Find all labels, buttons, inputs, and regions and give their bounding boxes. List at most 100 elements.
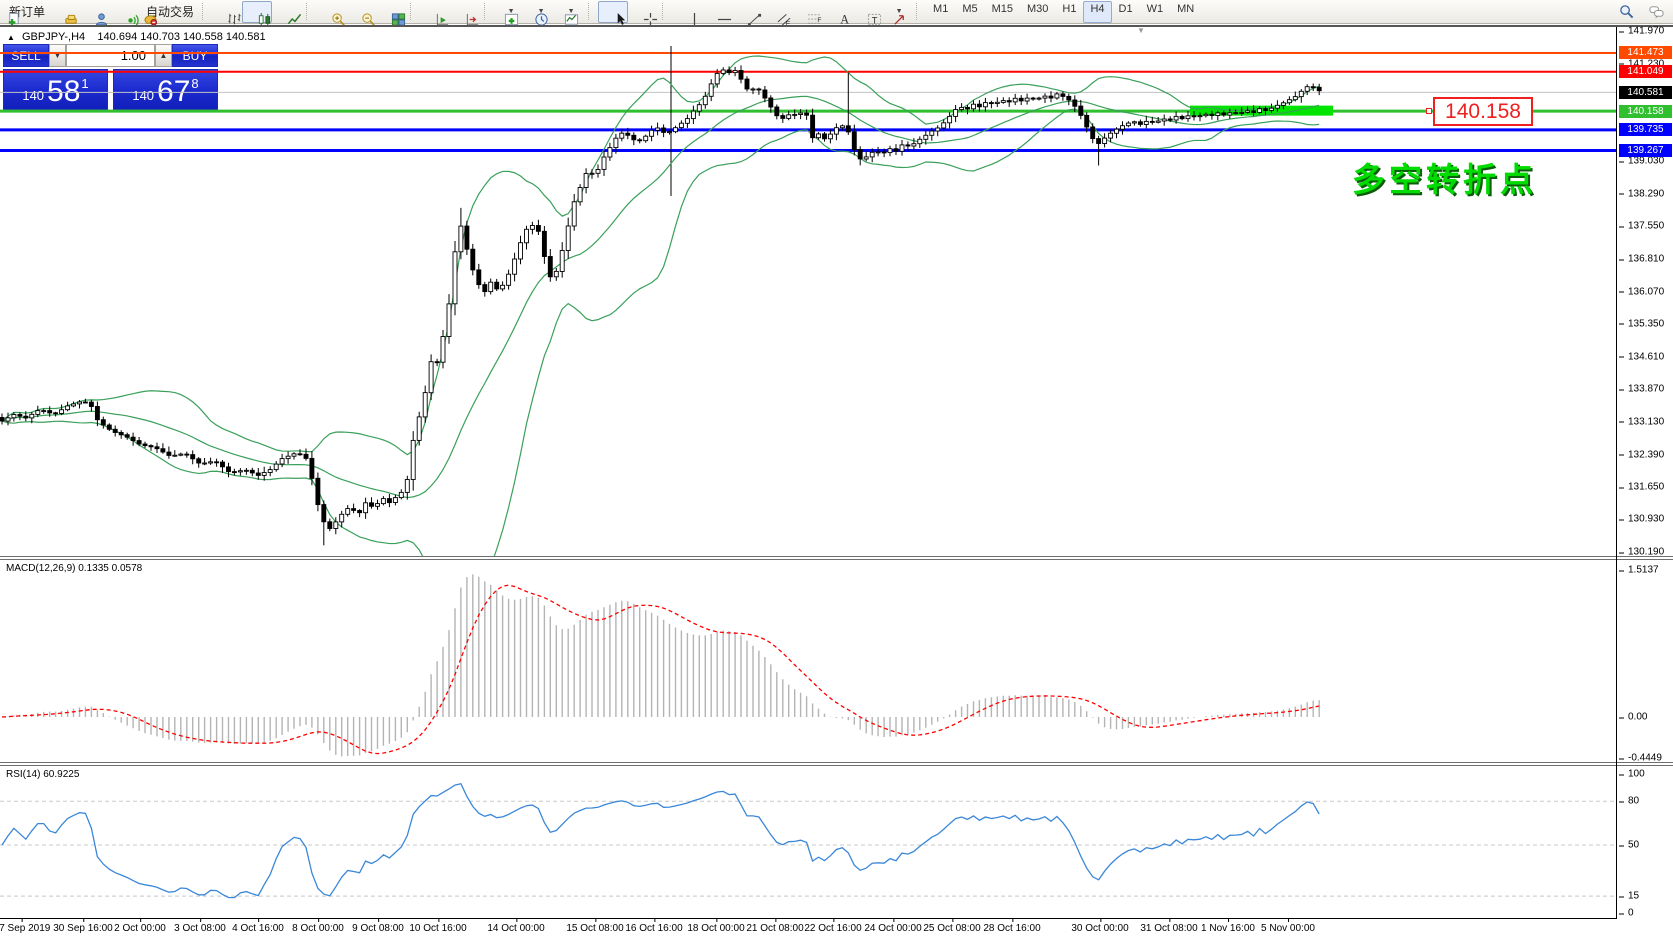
timeframe-h4-button[interactable]: H4 xyxy=(1083,0,1112,23)
toolbar-zoom-in-button[interactable] xyxy=(316,1,346,26)
toolbar-arrows-button[interactable]: ▼ xyxy=(882,1,912,25)
time-axis-line[interactable] xyxy=(0,918,1617,919)
bull-candle xyxy=(1024,97,1030,102)
toolbar-market-watch-button[interactable] xyxy=(49,1,79,24)
bear-candle xyxy=(351,508,357,511)
price-level-badge[interactable]: 141.473 xyxy=(1619,46,1672,60)
toolbar-templates-button[interactable]: ▼ xyxy=(554,1,584,25)
timeframe-h1-button[interactable]: H1 xyxy=(1062,2,1077,15)
bear-candle xyxy=(434,361,440,364)
bull-candle xyxy=(458,225,464,253)
bull-candle xyxy=(1197,115,1203,118)
volume-input[interactable]: 1.00 xyxy=(66,44,155,67)
toolbar-search-button[interactable] xyxy=(1611,1,1641,23)
bear-candle xyxy=(774,106,780,117)
toolbar-fibonacci-button[interactable]: F xyxy=(792,1,822,23)
bear-candle xyxy=(1191,115,1197,118)
toolbar-candlestick-chart-button[interactable] xyxy=(242,0,273,26)
bear-candle xyxy=(631,134,637,141)
bull-candle xyxy=(446,303,452,337)
toolbar-auto-trading-button[interactable]: 自动交易 xyxy=(139,1,198,26)
toolbar-bar-chart-button[interactable] xyxy=(212,1,242,24)
toolbar-auto-scroll-button[interactable] xyxy=(420,1,450,25)
bear-candle xyxy=(547,256,553,278)
chevron-down-icon[interactable]: ▼ xyxy=(895,8,903,15)
toolbar-trendline-button[interactable] xyxy=(732,1,762,26)
toolbar-new-order-button[interactable]: 新订单 xyxy=(2,1,49,26)
search-icon xyxy=(1619,5,1633,19)
macd-indicator-pane[interactable] xyxy=(0,560,1616,762)
toolbar-crosshair-button[interactable] xyxy=(628,1,658,26)
bear-candle xyxy=(112,428,118,433)
bull-candle xyxy=(720,69,726,74)
bear-candle xyxy=(822,133,827,140)
price-level-callout[interactable]: 140.158 xyxy=(1433,97,1533,126)
toolbar-signals-button[interactable] xyxy=(109,1,139,26)
volume-increase-button[interactable]: ▲ xyxy=(155,44,172,67)
timeframe-mn-button[interactable]: MN xyxy=(1177,2,1195,15)
ask-price[interactable]: 140 67 8 xyxy=(113,69,218,110)
bull-candle xyxy=(798,112,804,115)
price-level-badge[interactable]: 139.267 xyxy=(1619,144,1672,158)
toolbar-chart-shift-button[interactable] xyxy=(450,1,480,25)
symbol-label: GBPJPY-,H4 xyxy=(21,31,86,43)
chevron-down-icon[interactable]: ▼ xyxy=(537,8,545,15)
bull-candle xyxy=(792,113,798,116)
price-tick-label: 137.550 xyxy=(1618,220,1665,232)
hline-handle[interactable] xyxy=(1426,108,1432,114)
toolbar-vertical-line-button[interactable] xyxy=(672,1,702,26)
main-price-chart[interactable] xyxy=(0,27,1616,556)
toolbar-equidistant-channel-button[interactable]: E xyxy=(762,1,792,27)
bear-candle xyxy=(768,97,774,108)
bear-candle xyxy=(17,414,23,417)
toolbar-zoom-out-button[interactable] xyxy=(346,1,376,26)
toolbar-chat-button[interactable] xyxy=(1641,1,1671,23)
timeframe-w1-button[interactable]: W1 xyxy=(1146,2,1164,15)
svg-text:F: F xyxy=(817,16,821,23)
toolbar-text-button[interactable]: A xyxy=(822,1,852,26)
chevron-down-icon[interactable]: ▼ xyxy=(567,8,575,15)
pane-separator[interactable] xyxy=(0,762,1673,766)
bear-candle xyxy=(327,521,333,529)
bull-candle xyxy=(714,72,720,85)
bear-candle xyxy=(1221,112,1227,116)
pivot-annotation-text[interactable]: 多空转折点 xyxy=(1352,161,1537,198)
pane-separator[interactable] xyxy=(0,556,1673,560)
price-tick-label: 130.190 xyxy=(1618,546,1665,558)
chevron-down-icon[interactable]: ▼ xyxy=(507,8,515,15)
toolbar-cursor-button[interactable] xyxy=(598,0,629,25)
rsi-indicator-pane[interactable] xyxy=(0,766,1616,918)
date-tick-label: 30 Oct 00:00 xyxy=(1071,918,1129,934)
bull-candle xyxy=(1042,95,1048,99)
toolbar-indicators-button[interactable]: ▼ xyxy=(494,1,524,25)
price-level-badge[interactable]: 139.735 xyxy=(1619,123,1672,137)
volume-decrease-button[interactable]: ▼ xyxy=(49,44,66,67)
chart-splitter-icon[interactable]: ▼ xyxy=(1137,26,1145,35)
toolbar-text-label-button[interactable]: T xyxy=(852,1,882,25)
toolbar-periods-button[interactable]: ▼ xyxy=(524,1,554,26)
collapse-triangle-icon[interactable]: ▲ xyxy=(7,33,15,42)
price-axis-line[interactable] xyxy=(1616,27,1617,918)
timeframe-d1-button[interactable]: D1 xyxy=(1118,2,1133,15)
bear-candle xyxy=(1209,113,1215,116)
bull-candle xyxy=(363,502,369,514)
bull-candle xyxy=(982,102,988,108)
price-level-badge[interactable]: 141.049 xyxy=(1619,65,1672,79)
toolbar-tile-windows-button[interactable] xyxy=(376,1,406,26)
bear-candle xyxy=(47,410,53,414)
timeframe-m5-button[interactable]: M5 xyxy=(962,2,978,15)
timeframe-m15-button[interactable]: M15 xyxy=(991,2,1013,15)
price-level-badge[interactable]: 140.158 xyxy=(1619,104,1672,118)
bull-candle xyxy=(172,454,178,457)
bid-price[interactable]: 140 58 1 xyxy=(3,69,108,110)
toolbar-community-button[interactable] xyxy=(79,1,109,26)
bull-candle xyxy=(41,410,47,413)
timeframe-m30-button[interactable]: M30 xyxy=(1027,2,1049,15)
bear-candle xyxy=(303,453,309,459)
date-tick-label: 16 Oct 16:00 xyxy=(625,918,683,934)
toolbar-line-chart-button[interactable] xyxy=(272,1,302,24)
bear-candle xyxy=(1179,115,1185,120)
toolbar-horizontal-line-button[interactable] xyxy=(702,1,732,23)
timeframe-m1-button[interactable]: M1 xyxy=(933,2,949,15)
rsi-axis-label: 15 xyxy=(1618,890,1640,902)
